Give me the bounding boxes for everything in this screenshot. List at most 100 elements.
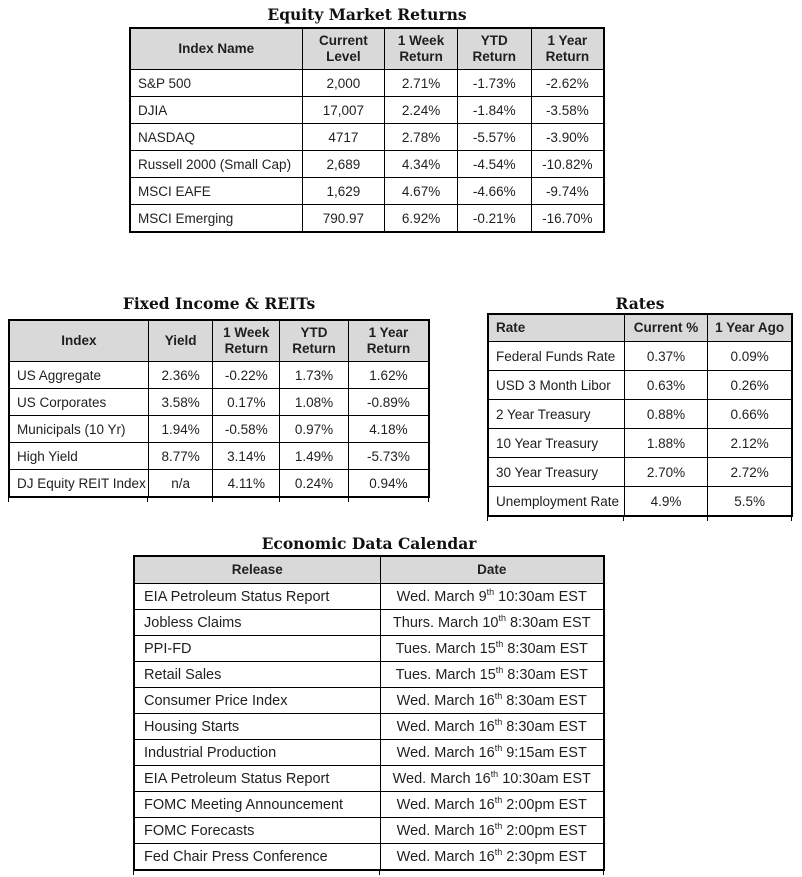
value-cell: 2.70% — [623, 457, 709, 487]
table-row: EIA Petroleum Status Report Wed. March 1… — [133, 765, 605, 792]
column-header-release: Release — [133, 555, 381, 584]
ordinal-suffix: th — [494, 846, 503, 857]
table-row: FOMC Forecasts Wed. March 16th 2:00pm EST — [133, 817, 605, 844]
value-cell: 0.09% — [707, 341, 793, 371]
column-header-ytd-return: YTD Return — [456, 27, 532, 70]
value-cell: -3.58% — [530, 96, 605, 124]
release-cell: EIA Petroleum Status Report — [133, 765, 381, 792]
date-text: Wed. March 16 — [396, 796, 495, 813]
date-cell: Wed. March 16th 8:30am EST — [379, 687, 605, 714]
date-text: Wed. March 16 — [396, 744, 495, 761]
table-row: Federal Funds Rate 0.37% 0.09% — [487, 341, 793, 371]
value-cell: 0.37% — [623, 341, 709, 371]
table-row: US Corporates 3.58% 0.17% 1.08% -0.89% — [8, 388, 430, 416]
value-cell: 2,689 — [301, 150, 386, 178]
calendar-header-row: Release Date — [133, 555, 605, 584]
ordinal-suffix: th — [494, 794, 503, 805]
rate-name-cell: 2 Year Treasury — [487, 399, 625, 429]
value-cell: 2.78% — [384, 123, 458, 151]
index-name-cell: Russell 2000 (Small Cap) — [129, 150, 303, 178]
value-cell: 4.18% — [347, 415, 430, 443]
time-text: 9:15am EST — [506, 744, 587, 761]
release-cell: Consumer Price Index — [133, 687, 381, 714]
column-header-1-year-ago: 1 Year Ago — [707, 313, 793, 342]
date-text: Thurs. March 10 — [392, 614, 499, 631]
release-cell: Fed Chair Press Conference — [133, 843, 381, 871]
value-cell: 1.62% — [347, 361, 430, 389]
value-cell: 0.24% — [279, 469, 349, 498]
column-header-ytd-return: YTD Return — [279, 319, 349, 362]
value-cell: -0.89% — [347, 388, 430, 416]
rates-header-row: Rate Current % 1 Year Ago — [487, 313, 793, 342]
index-name-cell: DJIA — [129, 96, 303, 124]
column-header-1-year-return: 1 Year Return — [347, 319, 430, 362]
value-cell: 8.77% — [147, 442, 214, 470]
value-cell: 2.72% — [707, 457, 793, 487]
table-row: Housing Starts Wed. March 16th 8:30am EST — [133, 713, 605, 740]
column-header-1-week-return: 1 Week Return — [212, 319, 281, 362]
date-text: Wed. March 16 — [392, 770, 491, 787]
column-header-current-pct: Current % — [623, 313, 709, 342]
value-cell: 5.5% — [707, 486, 793, 517]
value-cell: -0.58% — [212, 415, 281, 443]
column-header-current-level: Current Level — [301, 27, 386, 70]
value-cell: -4.66% — [456, 177, 532, 205]
table-row: Industrial Production Wed. March 16th 9:1… — [133, 739, 605, 766]
table-row: DJIA 17,007 2.24% -1.84% -3.58% — [129, 96, 605, 124]
rate-name-cell: 10 Year Treasury — [487, 428, 625, 458]
table-row: MSCI EAFE 1,629 4.67% -4.66% -9.74% — [129, 177, 605, 205]
value-cell: 1.08% — [279, 388, 349, 416]
value-cell: 2.24% — [384, 96, 458, 124]
release-cell: PPI-FD — [133, 635, 381, 662]
table-row: EIA Petroleum Status Report Wed. March 9… — [133, 583, 605, 610]
table-row: Retail Sales Tues. March 15th 8:30am EST — [133, 661, 605, 688]
table-row: US Aggregate 2.36% -0.22% 1.73% 1.62% — [8, 361, 430, 389]
value-cell: 3.58% — [147, 388, 214, 416]
ordinal-suffix: th — [495, 664, 504, 675]
table-row: Consumer Price Index Wed. March 16th 8:30… — [133, 687, 605, 714]
date-cell: Wed. March 16th 2:00pm EST — [379, 791, 605, 818]
fixed-income-header-row: Index Yield 1 Week Return YTD Return 1 Y… — [8, 319, 430, 362]
table-row: Municipals (10 Yr) 1.94% -0.58% 0.97% 4.… — [8, 415, 430, 443]
calendar-table-title: Economic Data Calendar — [261, 534, 477, 553]
table-row: PPI-FD Tues. March 15th 8:30am EST — [133, 635, 605, 662]
rates-table: Rate Current % 1 Year Ago Federal Funds … — [487, 313, 793, 517]
value-cell: 1.73% — [279, 361, 349, 389]
cropped-row-artifact — [8, 498, 430, 504]
table-row: Fed Chair Press Conference Wed. March 16… — [133, 843, 605, 871]
value-cell: 4717 — [301, 123, 386, 151]
time-text: 10:30am EST — [502, 770, 591, 787]
value-cell: -1.84% — [456, 96, 532, 124]
time-text: 2:00pm EST — [506, 822, 587, 839]
value-cell: -3.90% — [530, 123, 605, 151]
date-cell: Tues. March 15th 8:30am EST — [379, 661, 605, 688]
release-cell: Industrial Production — [133, 739, 381, 766]
index-name-cell: MSCI EAFE — [129, 177, 303, 205]
table-row: MSCI Emerging 790.97 6.92% -0.21% -16.70… — [129, 204, 605, 233]
release-cell: FOMC Forecasts — [133, 817, 381, 844]
date-text: Wed. March 9 — [396, 588, 487, 605]
time-text: 2:30pm EST — [506, 848, 587, 865]
ordinal-suffix: th — [494, 820, 503, 831]
index-name-cell: MSCI Emerging — [129, 204, 303, 233]
column-header-index: Index — [8, 319, 149, 362]
value-cell: 4.11% — [212, 469, 281, 498]
index-name-cell: NASDAQ — [129, 123, 303, 151]
table-row: NASDAQ 4717 2.78% -5.57% -3.90% — [129, 123, 605, 151]
table-row: FOMC Meeting Announcement Wed. March 16t… — [133, 791, 605, 818]
column-header-yield: Yield — [147, 319, 214, 362]
value-cell: -1.73% — [456, 69, 532, 97]
value-cell: 0.88% — [623, 399, 709, 429]
date-cell: Wed. March 9th 10:30am EST — [379, 583, 605, 610]
rates-table-title: Rates — [615, 294, 665, 313]
value-cell: 4.9% — [623, 486, 709, 517]
cropped-row-artifact — [487, 517, 793, 523]
table-row: 10 Year Treasury 1.88% 2.12% — [487, 428, 793, 458]
value-cell: -10.82% — [530, 150, 605, 178]
time-text: 8:30am EST — [506, 692, 587, 709]
date-text: Wed. March 16 — [396, 822, 495, 839]
economic-data-calendar-section: Economic Data Calendar Release Date EIA … — [133, 534, 605, 877]
value-cell: -0.22% — [212, 361, 281, 389]
time-text: 2:00pm EST — [506, 796, 587, 813]
release-cell: EIA Petroleum Status Report — [133, 583, 381, 610]
